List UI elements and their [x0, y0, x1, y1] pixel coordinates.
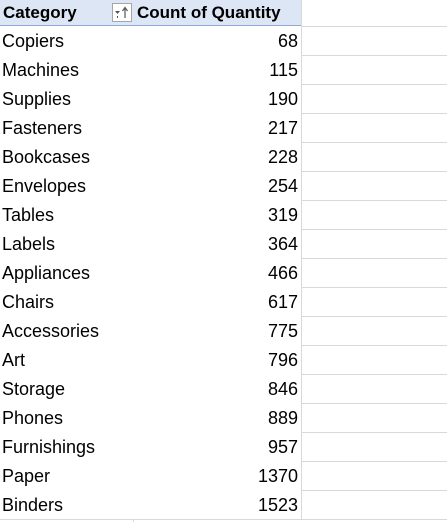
count-cell[interactable]: 364 [267, 234, 298, 254]
count-header-label: Count of Quantity [137, 3, 281, 22]
empty-cell[interactable] [301, 85, 447, 114]
count-cell[interactable]: 228 [267, 147, 298, 167]
table-row: Bookcases 228 [0, 143, 447, 172]
count-cell[interactable]: 466 [267, 263, 298, 283]
table-row: Labels 364 [0, 230, 447, 259]
category-cell[interactable]: Bookcases [2, 147, 91, 167]
count-cell[interactable]: 1370 [257, 466, 298, 486]
category-cell[interactable]: Fasteners [2, 118, 83, 138]
category-header-cell[interactable]: Category [0, 0, 134, 26]
count-cell[interactable]: 254 [267, 176, 298, 196]
bottom-gridline [0, 519, 301, 522]
bottom-column-divider [133, 519, 134, 522]
category-cell[interactable]: Tables [2, 205, 55, 225]
empty-cell[interactable] [301, 375, 447, 404]
empty-cell[interactable] [301, 143, 447, 172]
empty-cell[interactable] [301, 346, 447, 375]
count-cell[interactable]: 957 [267, 437, 298, 457]
table-row: Supplies 190 [0, 85, 447, 114]
empty-cell[interactable] [301, 404, 447, 433]
table-row: Machines 115 [0, 56, 447, 85]
table-row: Fasteners 217 [0, 114, 447, 143]
table-row: Envelopes 254 [0, 172, 447, 201]
empty-header-cell[interactable] [301, 0, 447, 27]
table-row: Tables 319 [0, 201, 447, 230]
empty-cell[interactable] [301, 259, 447, 288]
count-cell[interactable]: 775 [267, 321, 298, 341]
empty-cell[interactable] [301, 172, 447, 201]
empty-cell[interactable] [301, 56, 447, 85]
table-row: Furnishings 957 [0, 433, 447, 462]
table-row: Paper 1370 [0, 462, 447, 491]
category-cell[interactable]: Copiers [2, 31, 65, 51]
count-cell[interactable]: 115 [269, 60, 298, 80]
category-header-label: Category [3, 3, 77, 22]
pivot-header-row: Category Count of Quantity [0, 0, 447, 27]
category-cell[interactable]: Labels [2, 234, 56, 254]
empty-cell[interactable] [301, 114, 447, 143]
count-cell[interactable]: 190 [267, 89, 298, 109]
count-cell[interactable]: 319 [267, 205, 298, 225]
empty-cell[interactable] [301, 317, 447, 346]
category-cell[interactable]: Supplies [2, 89, 72, 109]
table-row: Art 796 [0, 346, 447, 375]
category-cell[interactable]: Binders [2, 495, 64, 515]
table-row: Phones 889 [0, 404, 447, 433]
category-cell[interactable]: Furnishings [2, 437, 96, 457]
category-cell[interactable]: Accessories [2, 321, 100, 341]
count-of-quantity-header-cell[interactable]: Count of Quantity [134, 0, 302, 26]
empty-cell[interactable] [301, 462, 447, 491]
empty-cell[interactable] [301, 230, 447, 259]
count-cell[interactable]: 68 [277, 31, 298, 51]
empty-cell[interactable] [301, 201, 447, 230]
category-cell[interactable]: Art [2, 350, 26, 370]
empty-cell[interactable] [301, 27, 447, 56]
category-cell[interactable]: Chairs [2, 292, 55, 312]
empty-cell[interactable] [301, 288, 447, 317]
table-row: Accessories 775 [0, 317, 447, 346]
table-row: Binders 1523 [0, 491, 447, 520]
category-cell[interactable]: Appliances [2, 263, 91, 283]
empty-cell[interactable] [301, 491, 447, 520]
category-cell[interactable]: Storage [2, 379, 66, 399]
category-cell[interactable]: Phones [2, 408, 64, 428]
table-row: Appliances 466 [0, 259, 447, 288]
category-cell[interactable]: Paper [2, 466, 51, 486]
category-cell[interactable]: Machines [2, 60, 80, 80]
count-cell[interactable]: 889 [267, 408, 298, 428]
count-cell[interactable]: 846 [267, 379, 298, 399]
category-cell[interactable]: Envelopes [2, 176, 87, 196]
table-row: Chairs 617 [0, 288, 447, 317]
table-row: Storage 846 [0, 375, 447, 404]
count-cell[interactable]: 617 [267, 292, 298, 312]
filter-sort-ascending-icon[interactable] [112, 3, 132, 22]
count-cell[interactable]: 796 [267, 350, 298, 370]
count-cell[interactable]: 217 [267, 118, 298, 138]
table-row: Copiers 68 [0, 27, 447, 56]
count-cell[interactable]: 1523 [257, 495, 298, 515]
empty-cell[interactable] [301, 433, 447, 462]
